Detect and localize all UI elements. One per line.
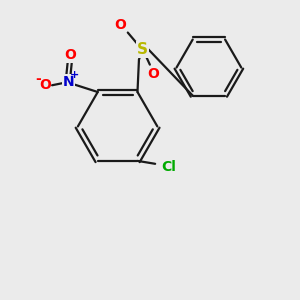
Text: -: - [35, 72, 41, 86]
Text: S: S [137, 42, 148, 57]
Text: Cl: Cl [161, 160, 176, 174]
Text: +: + [70, 70, 79, 80]
Text: O: O [64, 48, 76, 62]
Text: O: O [147, 67, 159, 81]
Text: O: O [115, 18, 126, 32]
Text: N: N [62, 75, 74, 89]
Text: O: O [39, 78, 51, 92]
